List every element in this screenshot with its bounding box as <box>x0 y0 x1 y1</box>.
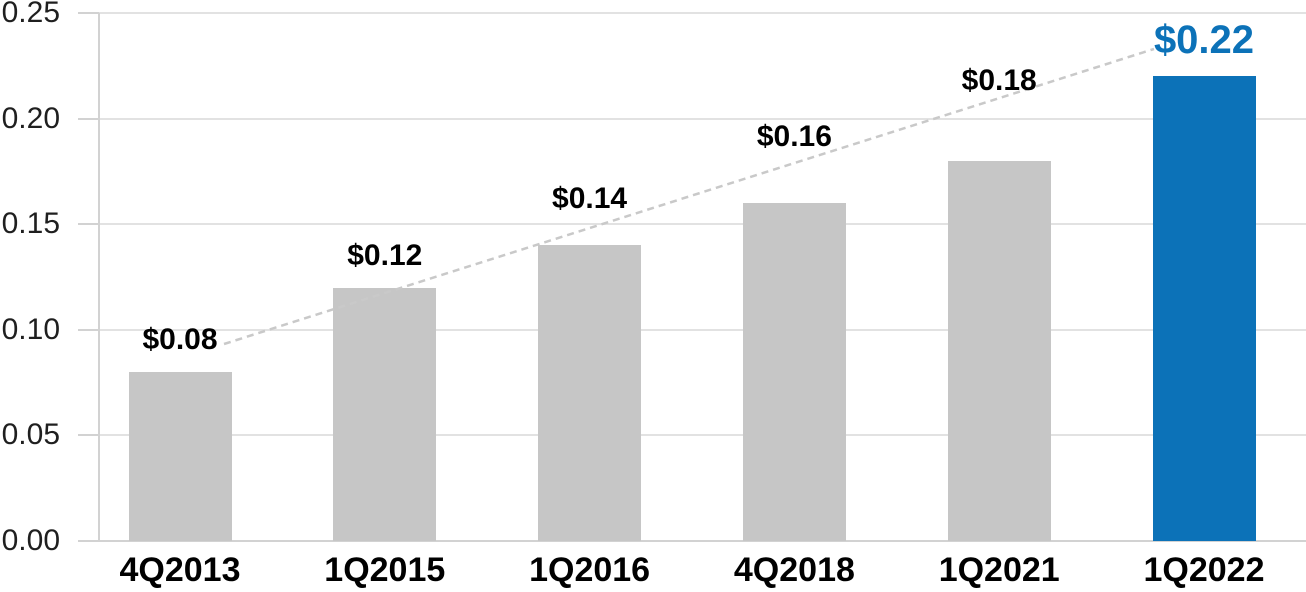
gridline <box>99 434 1306 437</box>
y-axis-label: 0.15 <box>1 207 60 241</box>
x-axis-label: 1Q2016 <box>529 551 651 589</box>
y-axis-label: 0.20 <box>1 101 60 135</box>
y-axis-label: 0.10 <box>1 312 60 346</box>
x-axis-label: 1Q2022 <box>1143 551 1265 589</box>
y-axis-tick <box>78 117 99 120</box>
y-axis-label: 0.00 <box>1 524 60 557</box>
gridline <box>99 12 1306 14</box>
bar-value-label: $0.16 <box>756 120 832 153</box>
bar-4q2013[interactable] <box>128 372 232 541</box>
x-axis-label: 1Q2021 <box>938 551 1060 589</box>
bar-1q2021[interactable] <box>947 160 1051 541</box>
y-axis-label: 0.05 <box>1 418 60 452</box>
bar-value-label: $0.18 <box>961 64 1037 97</box>
y-axis-tick <box>78 223 99 226</box>
x-axis-label: 4Q2013 <box>119 551 241 589</box>
bar-value-label: $0.08 <box>142 323 218 356</box>
bar-1q2022[interactable] <box>1152 76 1256 541</box>
bar-1q2015[interactable] <box>333 287 437 541</box>
y-axis-line <box>98 13 100 542</box>
bar-value-label: $0.14 <box>552 182 628 215</box>
y-axis-tick <box>78 434 99 437</box>
bar-4q2018[interactable] <box>742 203 846 541</box>
bar-value-label: $0.12 <box>347 239 423 272</box>
x-axis-label: 1Q2015 <box>324 551 446 589</box>
x-axis-label: 4Q2018 <box>733 551 855 589</box>
gridline <box>99 223 1306 226</box>
y-axis-label: 0.25 <box>1 0 60 29</box>
y-axis-tick <box>78 12 99 14</box>
bar-value-label: $0.22 <box>1153 18 1255 62</box>
bar-1q2016[interactable] <box>538 245 642 541</box>
y-axis-tick <box>78 328 99 331</box>
x-axis-line <box>78 540 1306 542</box>
